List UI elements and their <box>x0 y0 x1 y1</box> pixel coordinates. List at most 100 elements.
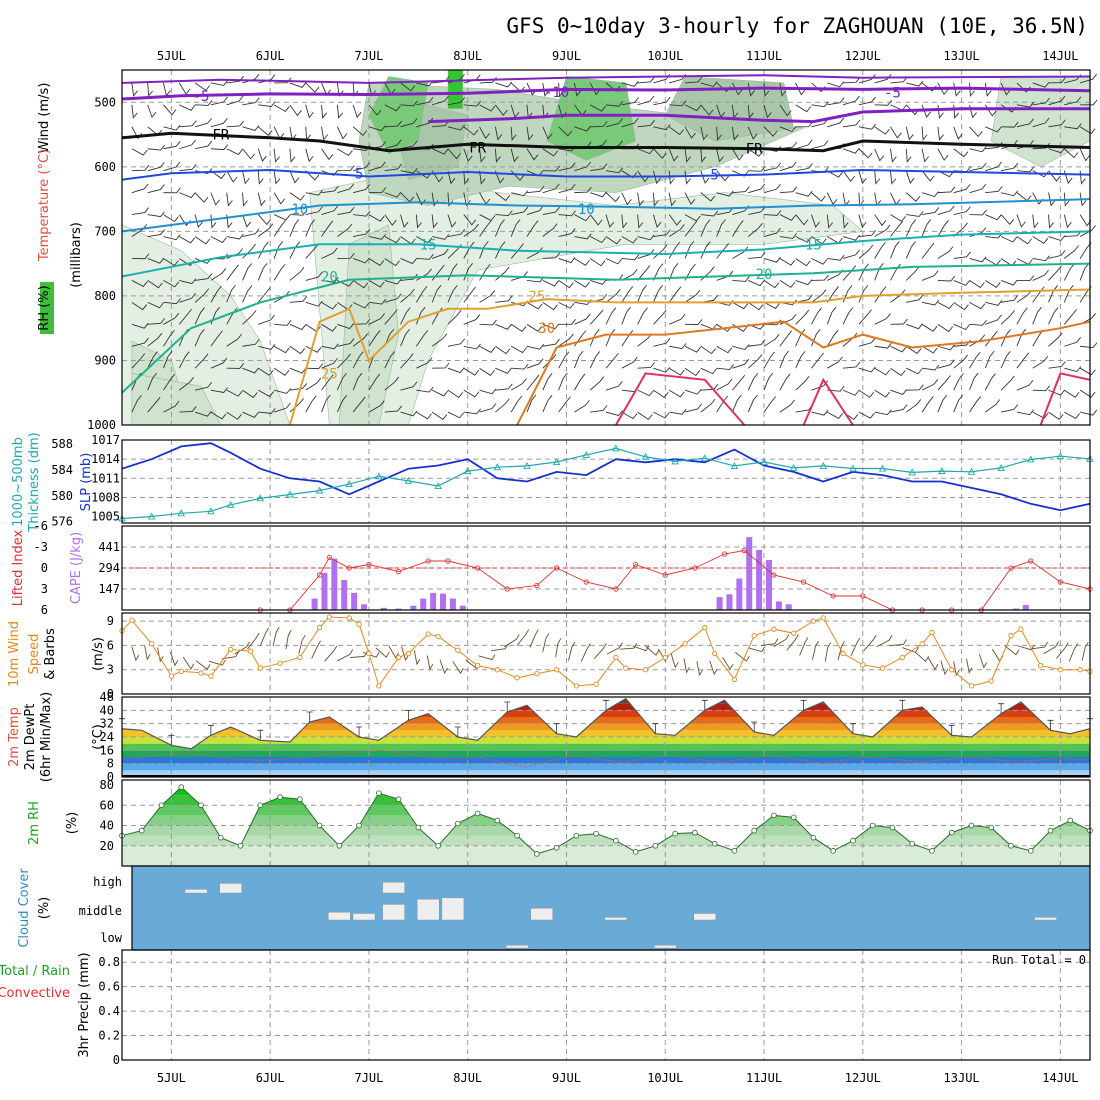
wind-barb <box>400 82 416 92</box>
wind-barb <box>842 389 860 396</box>
rh-shading-area <box>546 76 636 161</box>
temperature-contour <box>288 288 1091 426</box>
wind-speed-point <box>228 646 234 653</box>
thickness-point <box>878 464 887 472</box>
wind-barb <box>1079 192 1087 207</box>
wind-barb <box>273 192 286 205</box>
slp-line <box>121 442 1091 512</box>
wind-barb <box>350 651 368 658</box>
chart-title: GFS 0~10day 3-hourly for ZAGHOUAN (10E, … <box>506 14 1088 38</box>
wind-barb <box>842 307 854 325</box>
wind-barb <box>795 258 811 267</box>
wind-barb <box>637 389 654 397</box>
rh-point <box>771 812 777 819</box>
wind-barb <box>969 183 987 194</box>
wind-barb <box>163 329 175 347</box>
axis-label-rh2m: 2m RH <box>27 801 42 845</box>
wind-barb <box>336 372 347 391</box>
wind-barb <box>195 140 213 150</box>
cape-tick-label: 441 <box>98 540 120 554</box>
wind-barb <box>621 268 638 281</box>
wind-barb <box>937 186 956 194</box>
wind-barb <box>985 300 1003 306</box>
wind-barb <box>637 411 653 421</box>
wind-barb <box>589 309 604 325</box>
wind-barb <box>953 280 971 286</box>
rh-tick-label: 80 <box>100 778 114 792</box>
wind-barb <box>210 214 217 229</box>
contour-label: 20 <box>756 267 773 283</box>
wind-barb <box>779 280 796 288</box>
wind-barb <box>683 658 690 674</box>
wind-barb <box>504 634 520 648</box>
temperature-contour <box>121 168 1091 181</box>
rh-shading-area <box>664 76 795 142</box>
cape-tick-label: 294 <box>98 561 120 575</box>
wind-barb <box>906 294 924 303</box>
wind-barb <box>526 126 534 141</box>
wind-barb <box>1032 142 1051 150</box>
wind-barb <box>258 314 275 325</box>
wind-speed-point <box>356 621 362 627</box>
wind-barb <box>131 353 146 369</box>
lifted-index-point <box>1008 565 1014 571</box>
wind-barb <box>463 74 481 84</box>
wind-barb <box>337 223 353 237</box>
wind-barb <box>1048 77 1066 84</box>
wind-barb <box>495 192 511 202</box>
wind-barb <box>605 192 620 203</box>
wind-barb <box>906 367 923 375</box>
wind-barb <box>1000 82 1011 96</box>
lifted-index-point <box>662 572 668 578</box>
upper-air-panel: -5 -10 -5 FR FR FR 5 5 10 10 15 15 20 20 25 25 30 500 600 7… <box>37 69 1098 432</box>
wind-barb <box>311 640 321 659</box>
contour-label: 5 <box>355 166 363 182</box>
wind-barb <box>413 650 421 666</box>
wind-speed-point <box>860 662 866 668</box>
thickness-point <box>1026 455 1035 463</box>
wind-barb <box>922 364 940 371</box>
wind-barb <box>637 214 644 229</box>
wind-barb <box>811 214 820 228</box>
wind-barb <box>495 323 512 330</box>
wind-barb <box>352 396 366 413</box>
rh-point <box>178 784 185 790</box>
cloud-bar <box>441 897 465 921</box>
wind-barb <box>890 221 903 237</box>
panel-frame <box>121 696 1091 778</box>
lifted-index-point <box>395 568 402 575</box>
wind-barb <box>384 163 402 172</box>
axis-label-thickness-line: 1000~500mb <box>11 437 26 527</box>
wind-barb <box>131 82 138 97</box>
wind-barb <box>336 104 344 119</box>
cape-bar <box>440 593 447 610</box>
wind-barb <box>234 641 250 655</box>
date-label-top: 11JUL <box>746 49 782 63</box>
wind-barb <box>529 629 539 648</box>
wind-barb <box>700 210 719 217</box>
wind-barb <box>937 394 948 413</box>
thickness-point <box>671 457 679 465</box>
wind-barb <box>621 192 632 206</box>
cape-bar <box>459 605 466 610</box>
wind-barb <box>321 205 339 216</box>
panel-frame <box>121 69 1091 426</box>
wind-barb <box>716 190 734 197</box>
wind-barb <box>906 80 924 87</box>
wind-barb <box>242 411 259 419</box>
wind-barb <box>258 223 274 237</box>
wind-barb <box>352 301 370 309</box>
wind-barb <box>131 164 150 172</box>
wind-barb <box>182 656 195 670</box>
cape-bar <box>785 604 792 610</box>
wind-barb <box>590 405 608 413</box>
wind-barb <box>1080 342 1098 349</box>
cape-bar <box>1012 608 1019 610</box>
wind-barb <box>732 394 742 413</box>
lifted-index-point <box>1028 558 1034 564</box>
wind-barb <box>447 389 464 399</box>
cape-bar <box>756 550 763 610</box>
wind-barb <box>431 389 449 397</box>
panel-frame <box>121 612 1091 695</box>
axis-label-cloud-line: Cloud Cover <box>17 868 32 948</box>
